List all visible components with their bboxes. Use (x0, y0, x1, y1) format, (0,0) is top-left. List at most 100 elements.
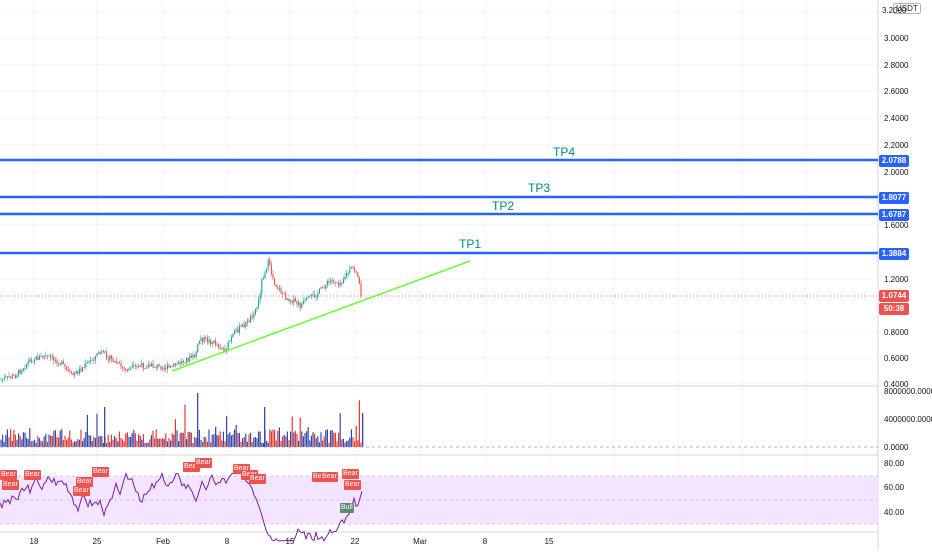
bear-signal: Bear (233, 464, 250, 474)
price-axis-label: 1.6000 (884, 221, 909, 230)
volume-bar (142, 434, 144, 447)
volume-spike (362, 413, 364, 447)
volume-spike (264, 407, 266, 447)
candle-body (269, 259, 271, 265)
volume-bar (170, 440, 172, 447)
volume-bar (123, 441, 125, 447)
volume-bar (126, 432, 128, 447)
volume-bar (187, 431, 189, 447)
volume-bar (91, 441, 93, 447)
candle-body (291, 300, 293, 303)
price-axis-label: 1.2000 (884, 275, 909, 284)
candle-body (202, 337, 204, 342)
volume-bar (67, 437, 69, 447)
candle-body (194, 354, 196, 357)
tp1-label: TP1 (459, 237, 482, 251)
volume-bar (171, 433, 173, 447)
volume-bar (312, 432, 314, 447)
candle-body (195, 352, 197, 357)
candle-body (198, 340, 200, 344)
candle-body (211, 342, 213, 345)
candle-body (248, 320, 250, 323)
candle-body (304, 300, 306, 302)
candle-body (253, 314, 255, 318)
date-axis-label: 18 (29, 537, 39, 546)
volume-bar (38, 438, 40, 447)
volume-bar (294, 430, 296, 447)
bear-signal: Bear (249, 474, 266, 484)
trend-line[interactable] (171, 260, 471, 372)
volume-bar (194, 436, 196, 447)
volume-bar (69, 430, 71, 447)
volume-bar (163, 438, 165, 447)
date-axis-label: 22 (350, 537, 360, 546)
date-axis-label: Mar (413, 537, 427, 546)
candle-body (150, 363, 152, 367)
date-axis-label: 25 (92, 537, 102, 546)
candle-body (182, 360, 184, 363)
volume-bar (11, 440, 13, 447)
candle-body (234, 329, 236, 335)
volume-bar (64, 435, 66, 447)
currency-badge[interactable]: USDT (893, 3, 921, 14)
volume-bar (134, 433, 136, 447)
price-axis-label: 2.2000 (884, 141, 909, 150)
candle-body (26, 363, 28, 369)
candle-body (312, 294, 314, 296)
candle-body (32, 361, 34, 363)
volume-bar (282, 436, 284, 447)
candle-body (174, 363, 176, 366)
candle-body (139, 365, 141, 367)
volume-bar (200, 439, 202, 447)
candle-body (90, 360, 92, 362)
volume-bar (336, 441, 338, 447)
candle-body (184, 362, 186, 363)
candle-body (34, 359, 36, 362)
candle-body (214, 340, 216, 345)
candle-body (347, 272, 349, 274)
volume-bar (229, 432, 231, 447)
candle-body (0, 379, 2, 381)
volume-bar (99, 435, 101, 447)
candle-body (147, 364, 149, 369)
volume-bar (109, 442, 111, 447)
candle-body (120, 363, 122, 368)
volume-bar (323, 436, 325, 447)
candle-body (123, 367, 125, 369)
volume-bar (216, 435, 218, 447)
candle-body (306, 298, 308, 301)
candle-body (213, 340, 215, 343)
price-axis-label: 2.4000 (884, 114, 909, 123)
candle-body (275, 284, 277, 288)
candle-body (232, 334, 234, 337)
volume-bar (157, 438, 159, 447)
candle-body (288, 298, 290, 302)
volume-bar (232, 434, 234, 447)
candle-body (53, 356, 55, 361)
candle-body (125, 368, 127, 370)
volume-bar (66, 439, 68, 447)
volume-bar (330, 430, 332, 447)
volume-bar (155, 429, 157, 447)
volume-bar (2, 434, 4, 447)
volume-bar (93, 436, 95, 447)
volume-bar (14, 434, 16, 447)
volume-bar (331, 430, 333, 447)
volume-bar (357, 440, 359, 447)
candle-body (144, 368, 146, 369)
candle-body (200, 337, 202, 341)
volume-bar (54, 430, 56, 447)
volume-bar (278, 427, 280, 447)
candle-body (330, 280, 332, 283)
candle-body (171, 366, 173, 367)
date-axis-label: 8 (482, 537, 488, 546)
candle-body (91, 359, 93, 361)
candle-body (178, 361, 180, 365)
candle-body (136, 366, 138, 367)
volume-bar (56, 436, 58, 447)
candle-body (152, 363, 154, 368)
volume-bar (226, 416, 228, 447)
volume-bar (245, 433, 247, 447)
